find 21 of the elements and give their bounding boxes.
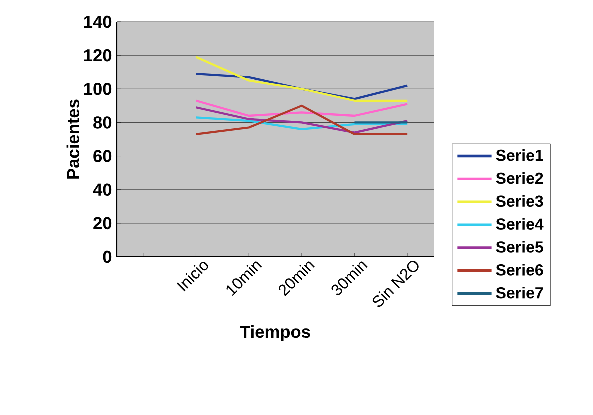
legend-label: Serie5 — [496, 241, 544, 253]
y-tick-label: 100 — [84, 83, 112, 96]
line-series — [195, 56, 409, 102]
legend-label: Serie7 — [496, 287, 544, 299]
y-axis-title: Pacientes — [66, 100, 80, 179]
line-series — [195, 100, 409, 118]
x-axis-title: Tiempos — [240, 325, 310, 342]
y-tick-label: 20 — [94, 217, 112, 230]
legend-label: Serie1 — [496, 149, 544, 162]
y-tick-label: 80 — [94, 116, 112, 129]
legend-label: Serie3 — [496, 195, 544, 208]
y-tick-label: 40 — [93, 184, 112, 196]
line-series — [195, 72, 409, 100]
legend-label: Serie4 — [496, 218, 544, 230]
y-tick-label: 120 — [84, 49, 112, 62]
y-tick-label: 140 — [84, 16, 112, 28]
y-tick-label: 0 — [103, 250, 112, 264]
y-tick-label: 60 — [94, 150, 112, 162]
line-series — [195, 116, 409, 130]
legend-label: Serie6 — [496, 264, 544, 276]
legend-label: Serie2 — [496, 172, 544, 184]
